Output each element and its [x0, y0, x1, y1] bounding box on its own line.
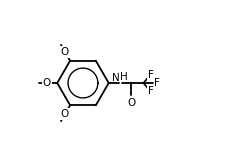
- Text: O: O: [61, 47, 69, 57]
- Text: H: H: [120, 72, 128, 82]
- Text: O: O: [61, 109, 69, 119]
- Text: F: F: [147, 86, 153, 96]
- Text: N: N: [112, 73, 119, 83]
- Text: O: O: [43, 78, 51, 88]
- Text: F: F: [154, 78, 160, 88]
- Text: O: O: [127, 98, 135, 108]
- Text: F: F: [147, 70, 153, 80]
